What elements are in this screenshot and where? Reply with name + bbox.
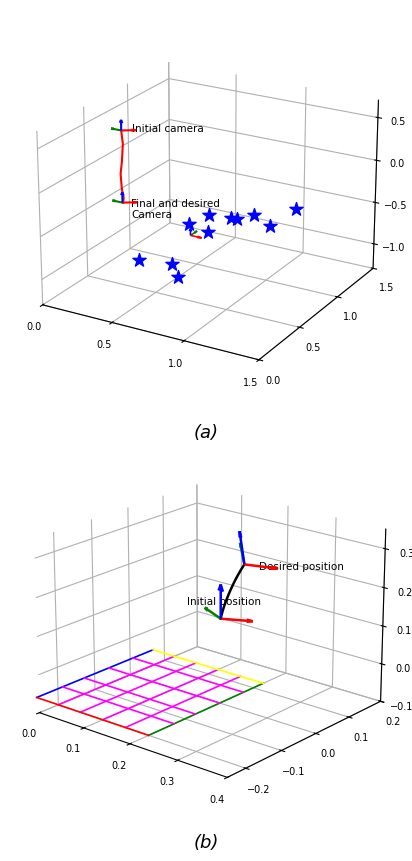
Text: (b): (b): [193, 833, 219, 851]
Text: (a): (a): [194, 424, 218, 441]
